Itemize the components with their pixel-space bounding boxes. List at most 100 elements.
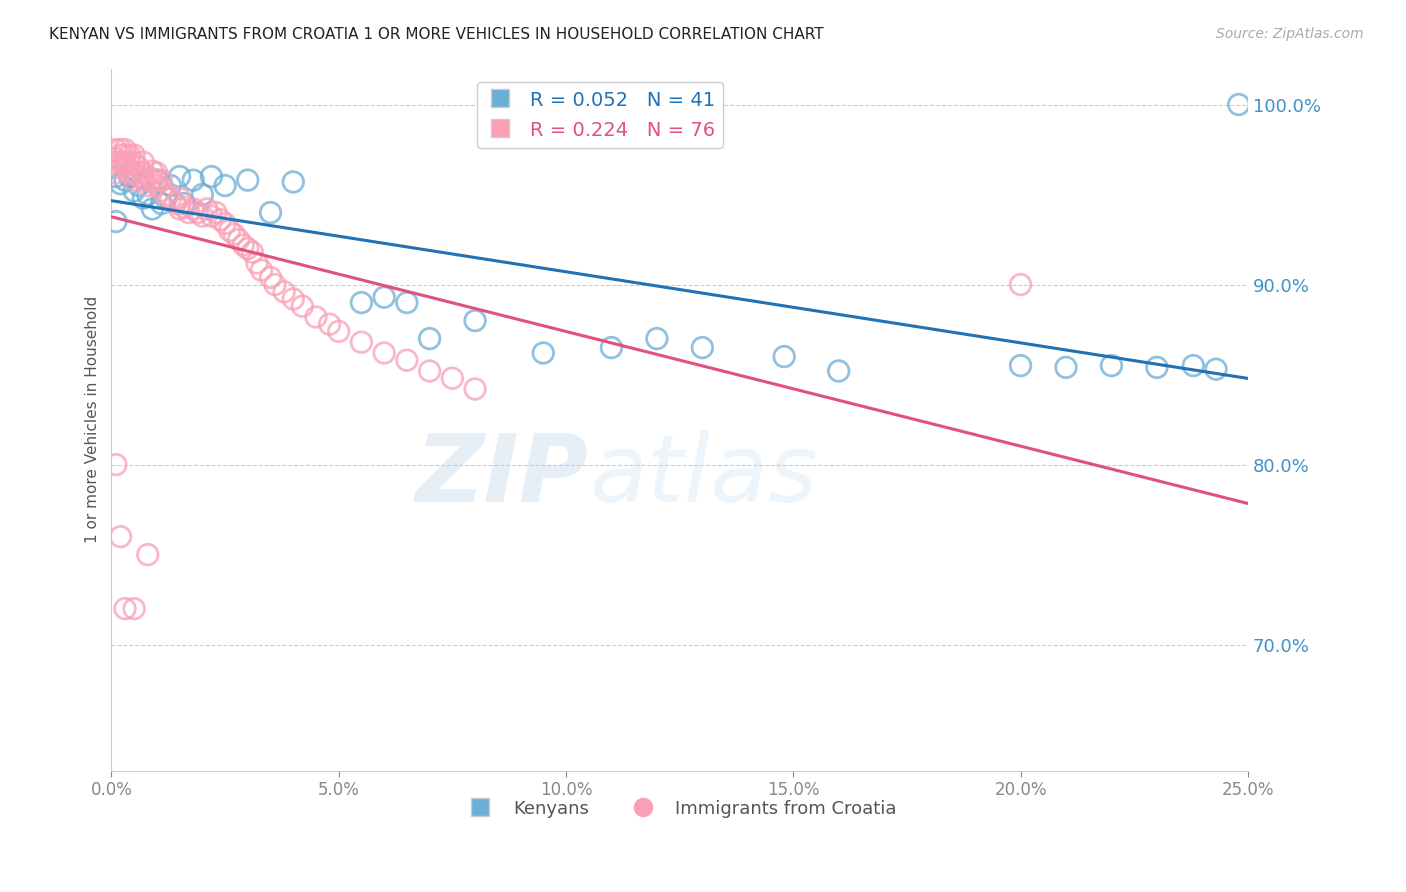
- Point: [141, 173, 163, 187]
- Point: [395, 295, 418, 310]
- Point: [165, 196, 187, 211]
- Point: [141, 164, 163, 178]
- Point: [122, 148, 145, 162]
- Point: [1146, 360, 1168, 375]
- Point: [200, 169, 222, 184]
- Point: [283, 292, 305, 306]
- Point: [150, 196, 173, 211]
- Point: [214, 216, 236, 230]
- Point: [205, 205, 228, 219]
- Point: [209, 212, 232, 227]
- Point: [110, 530, 132, 544]
- Point: [114, 159, 136, 173]
- Point: [114, 601, 136, 615]
- Point: [110, 177, 132, 191]
- Point: [118, 169, 141, 184]
- Point: [259, 270, 281, 285]
- Text: KENYAN VS IMMIGRANTS FROM CROATIA 1 OR MORE VEHICLES IN HOUSEHOLD CORRELATION CH: KENYAN VS IMMIGRANTS FROM CROATIA 1 OR M…: [49, 27, 824, 42]
- Point: [114, 173, 136, 187]
- Point: [305, 310, 328, 324]
- Point: [773, 350, 796, 364]
- Point: [118, 155, 141, 169]
- Point: [114, 155, 136, 169]
- Point: [173, 200, 195, 214]
- Point: [118, 166, 141, 180]
- Point: [1182, 359, 1205, 373]
- Point: [104, 152, 127, 166]
- Text: Source: ZipAtlas.com: Source: ZipAtlas.com: [1216, 27, 1364, 41]
- Point: [1101, 359, 1123, 373]
- Point: [318, 317, 340, 331]
- Point: [141, 202, 163, 216]
- Text: ZIP: ZIP: [416, 430, 589, 522]
- Point: [128, 161, 150, 175]
- Point: [373, 290, 395, 304]
- Point: [110, 161, 132, 175]
- Point: [236, 242, 259, 256]
- Point: [122, 601, 145, 615]
- Point: [181, 202, 204, 216]
- Point: [118, 148, 141, 162]
- Point: [191, 209, 214, 223]
- Point: [1205, 362, 1227, 376]
- Point: [136, 548, 159, 562]
- Point: [1010, 359, 1032, 373]
- Point: [464, 382, 486, 396]
- Point: [114, 143, 136, 157]
- Point: [128, 169, 150, 184]
- Point: [122, 184, 145, 198]
- Point: [236, 173, 259, 187]
- Point: [150, 173, 173, 187]
- Point: [177, 205, 200, 219]
- Text: atlas: atlas: [589, 430, 817, 521]
- Point: [110, 155, 132, 169]
- Point: [122, 166, 145, 180]
- Point: [350, 335, 373, 350]
- Point: [122, 173, 145, 187]
- Point: [645, 332, 668, 346]
- Point: [187, 205, 209, 219]
- Point: [250, 263, 273, 277]
- Point: [531, 346, 554, 360]
- Point: [228, 233, 250, 247]
- Point: [136, 169, 159, 184]
- Point: [1054, 360, 1077, 375]
- Point: [373, 346, 395, 360]
- Point: [114, 148, 136, 162]
- Point: [419, 332, 441, 346]
- Point: [181, 173, 204, 187]
- Point: [1227, 97, 1250, 112]
- Point: [273, 285, 295, 299]
- Point: [104, 169, 127, 184]
- Point: [828, 364, 851, 378]
- Point: [146, 166, 169, 180]
- Point: [132, 191, 155, 205]
- Point: [104, 214, 127, 228]
- Point: [104, 143, 127, 157]
- Point: [136, 187, 159, 202]
- Point: [110, 143, 132, 157]
- Point: [128, 178, 150, 193]
- Point: [159, 191, 181, 205]
- Point: [240, 245, 263, 260]
- Point: [146, 178, 169, 193]
- Point: [169, 169, 191, 184]
- Point: [104, 458, 127, 472]
- Point: [146, 173, 169, 187]
- Point: [419, 364, 441, 378]
- Y-axis label: 1 or more Vehicles in Household: 1 or more Vehicles in Household: [86, 296, 100, 543]
- Point: [191, 187, 214, 202]
- Point: [246, 256, 269, 270]
- Point: [169, 191, 191, 205]
- Point: [136, 178, 159, 193]
- Legend: Kenyans, Immigrants from Croatia: Kenyans, Immigrants from Croatia: [456, 792, 904, 825]
- Point: [173, 196, 195, 211]
- Point: [214, 178, 236, 193]
- Point: [132, 166, 155, 180]
- Point: [259, 205, 281, 219]
- Point: [464, 313, 486, 327]
- Point: [159, 178, 181, 193]
- Point: [218, 223, 240, 237]
- Point: [104, 155, 127, 169]
- Point: [132, 155, 155, 169]
